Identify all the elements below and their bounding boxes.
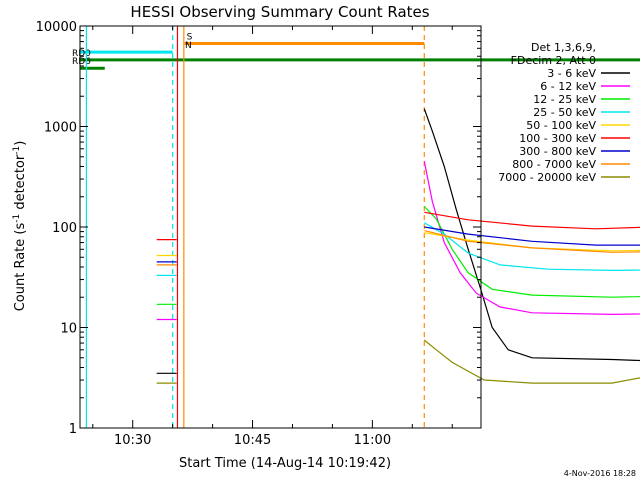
x-axis-label: Start Time (14-Aug-14 10:19:42)	[179, 456, 391, 471]
x-tick-label: 11:00	[354, 433, 391, 448]
series-line	[423, 206, 640, 298]
series-line	[424, 230, 640, 253]
series-line	[423, 161, 640, 316]
legend-label: 100 - 300 keV	[519, 132, 596, 145]
legend-header: FDecim 2, Att 0	[511, 54, 596, 67]
chart-title: HESSI Observing Summary Count Rates	[130, 3, 429, 21]
status-bar-label: RD0	[72, 49, 91, 59]
y-tick-label: 1000	[44, 121, 77, 136]
legend-label: 50 - 100 keV	[526, 119, 596, 132]
footer-date: 4-Nov-2016 18:28	[564, 469, 636, 478]
legend-label: 300 - 800 keV	[519, 145, 596, 158]
y-axis-label: Count Rate (s-1 detector-1)	[12, 141, 28, 312]
plot-frame	[79, 25, 482, 429]
x-tick-label: 10:30	[114, 433, 151, 448]
legend-label: 7000 - 20000 keV	[498, 171, 596, 184]
legend-label: 800 - 7000 keV	[512, 158, 596, 171]
x-tick-label: 10:45	[234, 433, 271, 448]
y-tick-label: 1	[69, 422, 77, 437]
legend-label: 6 - 12 keV	[540, 80, 596, 93]
y-tick-label: 10000	[36, 20, 77, 35]
status-bar-label: RD6	[72, 57, 91, 67]
status-bar-label: N	[185, 41, 192, 51]
series-line	[424, 211, 640, 230]
legend-label: 25 - 50 keV	[533, 106, 596, 119]
status-bar-label: S	[187, 32, 193, 42]
y-tick-label: 10	[60, 322, 77, 337]
series-line	[424, 226, 640, 246]
series-line	[424, 222, 640, 272]
legend-label: 3 - 6 keV	[547, 67, 596, 80]
y-tick-label: 100	[52, 221, 77, 236]
legend-header: Det 1,3,6,9,	[531, 41, 596, 54]
series-lines	[156, 108, 640, 384]
legend-label: 12 - 25 keV	[533, 93, 596, 106]
series-line	[423, 108, 640, 362]
axes: 10:30 10:45 11:00 1 10 100 1000 10000	[36, 20, 482, 448]
series-line	[423, 339, 640, 384]
